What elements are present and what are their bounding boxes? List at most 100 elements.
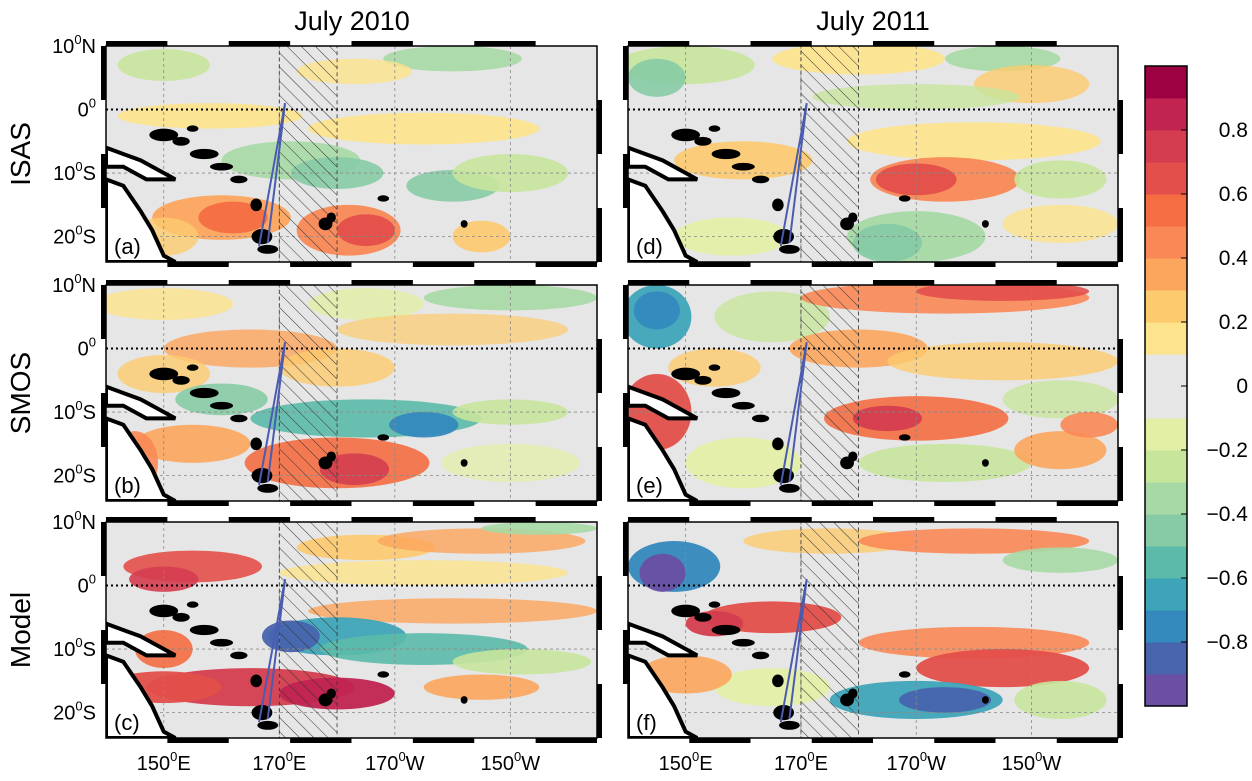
colorbar-swatch — [1145, 514, 1187, 547]
transect-line — [258, 341, 287, 486]
land-coastline — [628, 621, 699, 658]
frame-tick — [351, 280, 413, 285]
frame-tick — [1056, 738, 1118, 743]
anomaly-contour-region — [916, 649, 1090, 688]
colorbar-swatch — [1145, 482, 1187, 515]
island — [460, 459, 468, 467]
longitude-tick-label: 1500W — [1002, 749, 1062, 775]
island — [694, 136, 712, 146]
panel-letter: (f) — [636, 710, 657, 735]
frame-tick — [1118, 339, 1123, 393]
island — [708, 601, 721, 608]
island — [189, 624, 219, 636]
frame-tick — [101, 285, 106, 339]
frame-tick — [811, 738, 873, 743]
anomaly-contour-region — [377, 528, 586, 554]
frame-tick — [167, 738, 229, 743]
frame-tick — [689, 262, 751, 267]
latitude-tick-label: 00 — [78, 572, 96, 598]
colorbar-swatch — [1145, 642, 1187, 675]
row-label-isas: ISAS — [5, 122, 36, 186]
transect-line — [779, 341, 808, 486]
panel-letter: (c) — [114, 710, 140, 735]
colorbar: 0.8 0.6 0.4 0.2 0 −0.2 −0.4 −0.6 −0.8 — [1144, 65, 1248, 707]
frame-tick — [1056, 501, 1118, 506]
frame-tick — [995, 280, 1057, 285]
colorbar-swatch — [1145, 66, 1187, 99]
frame-tick — [290, 501, 352, 506]
frame-tick — [290, 262, 352, 267]
island — [460, 696, 468, 704]
panel-letter: (e) — [636, 473, 663, 498]
map-panel: (b) — [101, 280, 602, 506]
land-coastline — [106, 177, 177, 262]
map-panel: (e) — [623, 280, 1123, 506]
island — [751, 414, 770, 423]
frame-tick — [623, 630, 628, 684]
island — [708, 364, 721, 371]
colorbar-swatch — [1145, 418, 1187, 451]
colorbar-swatch — [1145, 226, 1187, 259]
island — [731, 638, 755, 647]
anomaly-contour-region — [175, 383, 268, 416]
island — [671, 604, 701, 618]
colorbar-tick-label: 0.8 — [1219, 119, 1248, 142]
colorbar-swatch — [1145, 194, 1187, 227]
island — [779, 244, 800, 254]
frame-tick — [228, 41, 291, 46]
anomaly-contour-region — [852, 223, 922, 262]
island — [772, 437, 784, 451]
land-coastline — [628, 653, 699, 738]
anomaly-contour-region — [452, 220, 511, 253]
colorbar-swatch — [1145, 162, 1187, 195]
map-panel: (a) — [101, 41, 602, 267]
frame-tick — [750, 280, 812, 285]
latitude-tick-label: 00 — [78, 96, 96, 122]
colorbar-tick-label: 0.2 — [1219, 311, 1248, 334]
anomaly-contour-region — [452, 649, 592, 675]
land-coastline — [628, 177, 699, 262]
island — [172, 612, 190, 622]
frame-tick — [1118, 208, 1123, 262]
frame-tick — [412, 738, 475, 743]
column-title-2010: July 2010 — [294, 6, 410, 36]
longitude-tick-label: 1700E — [252, 749, 306, 775]
anomaly-contour-region — [308, 598, 597, 624]
anomaly-contour-region — [337, 313, 569, 346]
island — [711, 148, 741, 160]
latitude-tick-label: 100S — [53, 159, 96, 185]
frame-tick — [351, 41, 413, 46]
island — [230, 414, 248, 423]
anomaly-contour-region — [916, 285, 1090, 301]
island — [230, 175, 248, 184]
island — [326, 688, 336, 699]
frame-tick — [535, 501, 597, 506]
frame-tick — [167, 262, 229, 267]
land-coastline — [106, 621, 177, 658]
anomaly-contour-region — [1060, 412, 1118, 438]
colorbar-swatch — [1145, 130, 1187, 163]
land-coastline — [106, 145, 177, 182]
island — [772, 674, 784, 688]
island — [257, 244, 279, 254]
anomaly-contour-region — [633, 291, 680, 330]
latitude-tick-label: 100S — [53, 635, 96, 661]
island — [326, 212, 336, 223]
frame-tick — [750, 41, 812, 46]
frame-tick — [535, 738, 597, 743]
colorbar-swatch — [1145, 578, 1187, 611]
frame-tick — [412, 262, 475, 267]
transect-line — [779, 578, 808, 723]
frame-tick — [597, 684, 602, 738]
frame-tick — [535, 262, 597, 267]
frame-tick — [934, 738, 996, 743]
frame-tick — [597, 208, 602, 262]
island — [751, 175, 770, 184]
longitude-tick-label: 1500E — [659, 749, 713, 775]
island — [694, 612, 712, 622]
frame-tick — [628, 280, 690, 285]
colorbar-swatch — [1145, 450, 1187, 483]
anomaly-contour-region — [1002, 204, 1118, 243]
island — [250, 674, 262, 688]
island — [250, 437, 262, 451]
